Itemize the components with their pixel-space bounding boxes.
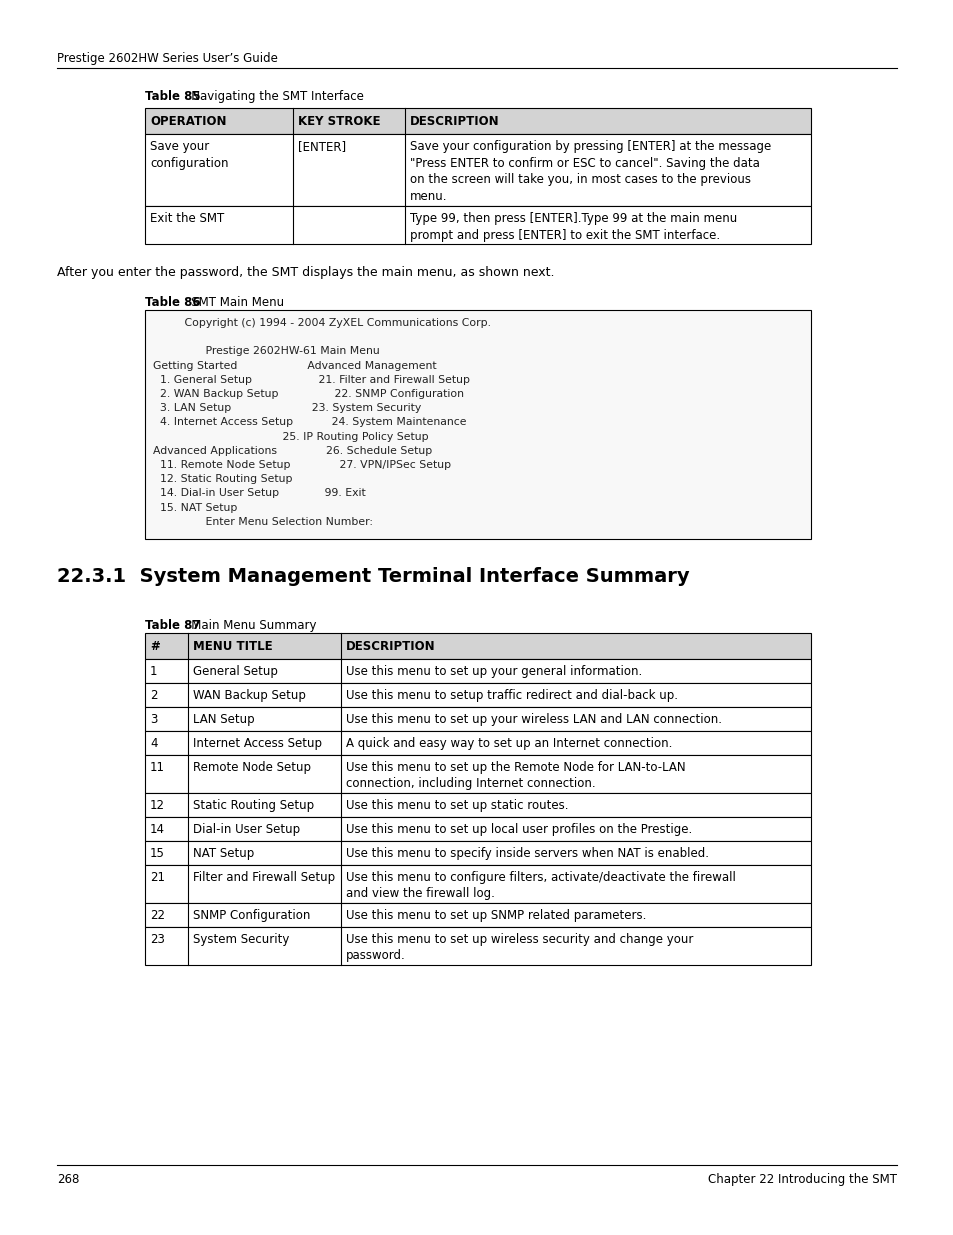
Text: 14. Dial-in User Setup             99. Exit: 14. Dial-in User Setup 99. Exit: [152, 488, 365, 499]
Bar: [145, 107, 810, 135]
Text: Enter Menu Selection Number:: Enter Menu Selection Number:: [152, 516, 373, 527]
Text: Use this menu to specify inside servers when NAT is enabled.: Use this menu to specify inside servers …: [346, 847, 708, 860]
Text: System Security: System Security: [193, 932, 289, 946]
Bar: [145, 841, 810, 864]
Bar: [145, 659, 810, 683]
Text: SMT Main Menu: SMT Main Menu: [180, 296, 284, 309]
Text: 4. Internet Access Setup           24. System Maintenance: 4. Internet Access Setup 24. System Main…: [152, 417, 466, 427]
Text: DESCRIPTION: DESCRIPTION: [346, 640, 436, 653]
Text: Prestige 2602HW-61 Main Menu: Prestige 2602HW-61 Main Menu: [152, 346, 379, 357]
Text: Use this menu to set up the Remote Node for LAN-to-LAN
connection, including Int: Use this menu to set up the Remote Node …: [346, 761, 685, 790]
Text: 12: 12: [150, 799, 165, 811]
Text: Use this menu to set up local user profiles on the Prestige.: Use this menu to set up local user profi…: [346, 823, 692, 836]
Text: Use this menu to set up SNMP related parameters.: Use this menu to set up SNMP related par…: [346, 909, 646, 923]
Text: 2. WAN Backup Setup                22. SNMP Configuration: 2. WAN Backup Setup 22. SNMP Configurati…: [152, 389, 463, 399]
Text: Getting Started                    Advanced Management: Getting Started Advanced Management: [152, 361, 436, 370]
Bar: [145, 755, 810, 793]
Text: 3. LAN Setup                       23. System Security: 3. LAN Setup 23. System Security: [152, 403, 421, 414]
Text: Advanced Applications              26. Schedule Setup: Advanced Applications 26. Schedule Setup: [152, 446, 432, 456]
Text: 21: 21: [150, 871, 165, 884]
Text: 1. General Setup                   21. Filter and Firewall Setup: 1. General Setup 21. Filter and Firewall…: [152, 374, 470, 385]
Text: Use this menu to set up wireless security and change your
password.: Use this menu to set up wireless securit…: [346, 932, 693, 962]
Text: 2: 2: [150, 689, 157, 701]
Text: #: #: [150, 640, 159, 653]
Text: LAN Setup: LAN Setup: [193, 713, 254, 726]
Text: Save your configuration by pressing [ENTER] at the message
"Press ENTER to confi: Save your configuration by pressing [ENT…: [410, 140, 770, 203]
Bar: [145, 706, 810, 731]
Text: Use this menu to set up your wireless LAN and LAN connection.: Use this menu to set up your wireless LA…: [346, 713, 721, 726]
Text: Use this menu to configure filters, activate/deactivate the firewall
and view th: Use this menu to configure filters, acti…: [346, 871, 735, 900]
Text: 15. NAT Setup: 15. NAT Setup: [152, 503, 237, 513]
Text: Table 85: Table 85: [145, 90, 200, 103]
Text: Table 86: Table 86: [145, 296, 200, 309]
Text: Use this menu to set up your general information.: Use this menu to set up your general inf…: [346, 664, 641, 678]
Text: Use this menu to setup traffic redirect and dial-back up.: Use this menu to setup traffic redirect …: [346, 689, 678, 701]
Text: 23: 23: [150, 932, 165, 946]
Text: General Setup: General Setup: [193, 664, 277, 678]
Text: SNMP Configuration: SNMP Configuration: [193, 909, 310, 923]
Text: 11. Remote Node Setup              27. VPN/IPSec Setup: 11. Remote Node Setup 27. VPN/IPSec Setu…: [152, 459, 451, 471]
Bar: [145, 731, 810, 755]
Text: 4: 4: [150, 737, 157, 750]
Text: Prestige 2602HW Series User’s Guide: Prestige 2602HW Series User’s Guide: [57, 52, 277, 65]
Text: WAN Backup Setup: WAN Backup Setup: [193, 689, 306, 701]
Text: 25. IP Routing Policy Setup: 25. IP Routing Policy Setup: [152, 431, 428, 442]
Text: Type 99, then press [ENTER].Type 99 at the main menu
prompt and press [ENTER] to: Type 99, then press [ENTER].Type 99 at t…: [410, 212, 737, 242]
Text: 12. Static Routing Setup: 12. Static Routing Setup: [152, 474, 293, 484]
Text: Filter and Firewall Setup: Filter and Firewall Setup: [193, 871, 335, 884]
Bar: [145, 683, 810, 706]
Text: A quick and easy way to set up an Internet connection.: A quick and easy way to set up an Intern…: [346, 737, 672, 750]
Text: 1: 1: [150, 664, 157, 678]
Text: MENU TITLE: MENU TITLE: [193, 640, 273, 653]
Bar: [145, 135, 810, 206]
Text: Dial-in User Setup: Dial-in User Setup: [193, 823, 300, 836]
Text: 11: 11: [150, 761, 165, 774]
Text: Static Routing Setup: Static Routing Setup: [193, 799, 314, 811]
Text: 14: 14: [150, 823, 165, 836]
Text: NAT Setup: NAT Setup: [193, 847, 254, 860]
Text: Navigating the SMT Interface: Navigating the SMT Interface: [180, 90, 364, 103]
Bar: [145, 818, 810, 841]
Text: Main Menu Summary: Main Menu Summary: [180, 619, 316, 632]
Text: Use this menu to set up static routes.: Use this menu to set up static routes.: [346, 799, 568, 811]
Text: 22: 22: [150, 909, 165, 923]
Text: OPERATION: OPERATION: [150, 115, 226, 128]
Text: DESCRIPTION: DESCRIPTION: [410, 115, 499, 128]
Text: Remote Node Setup: Remote Node Setup: [193, 761, 311, 774]
Bar: [145, 793, 810, 818]
Text: After you enter the password, the SMT displays the main menu, as shown next.: After you enter the password, the SMT di…: [57, 266, 554, 279]
Bar: [145, 206, 810, 245]
Text: [ENTER]: [ENTER]: [297, 140, 346, 153]
Text: Chapter 22 Introducing the SMT: Chapter 22 Introducing the SMT: [707, 1173, 896, 1186]
Text: 15: 15: [150, 847, 165, 860]
Bar: [145, 864, 810, 903]
Text: Save your
configuration: Save your configuration: [150, 140, 229, 169]
Bar: [145, 903, 810, 927]
Bar: [145, 634, 810, 659]
Bar: [145, 927, 810, 965]
Text: KEY STROKE: KEY STROKE: [297, 115, 380, 128]
Text: Exit the SMT: Exit the SMT: [150, 212, 224, 225]
Text: Copyright (c) 1994 - 2004 ZyXEL Communications Corp.: Copyright (c) 1994 - 2004 ZyXEL Communic…: [152, 317, 491, 329]
Bar: [145, 310, 810, 538]
Text: Table 87: Table 87: [145, 619, 200, 632]
Text: 268: 268: [57, 1173, 79, 1186]
Text: 22.3.1  System Management Terminal Interface Summary: 22.3.1 System Management Terminal Interf…: [57, 567, 689, 585]
Text: 3: 3: [150, 713, 157, 726]
Text: Internet Access Setup: Internet Access Setup: [193, 737, 322, 750]
